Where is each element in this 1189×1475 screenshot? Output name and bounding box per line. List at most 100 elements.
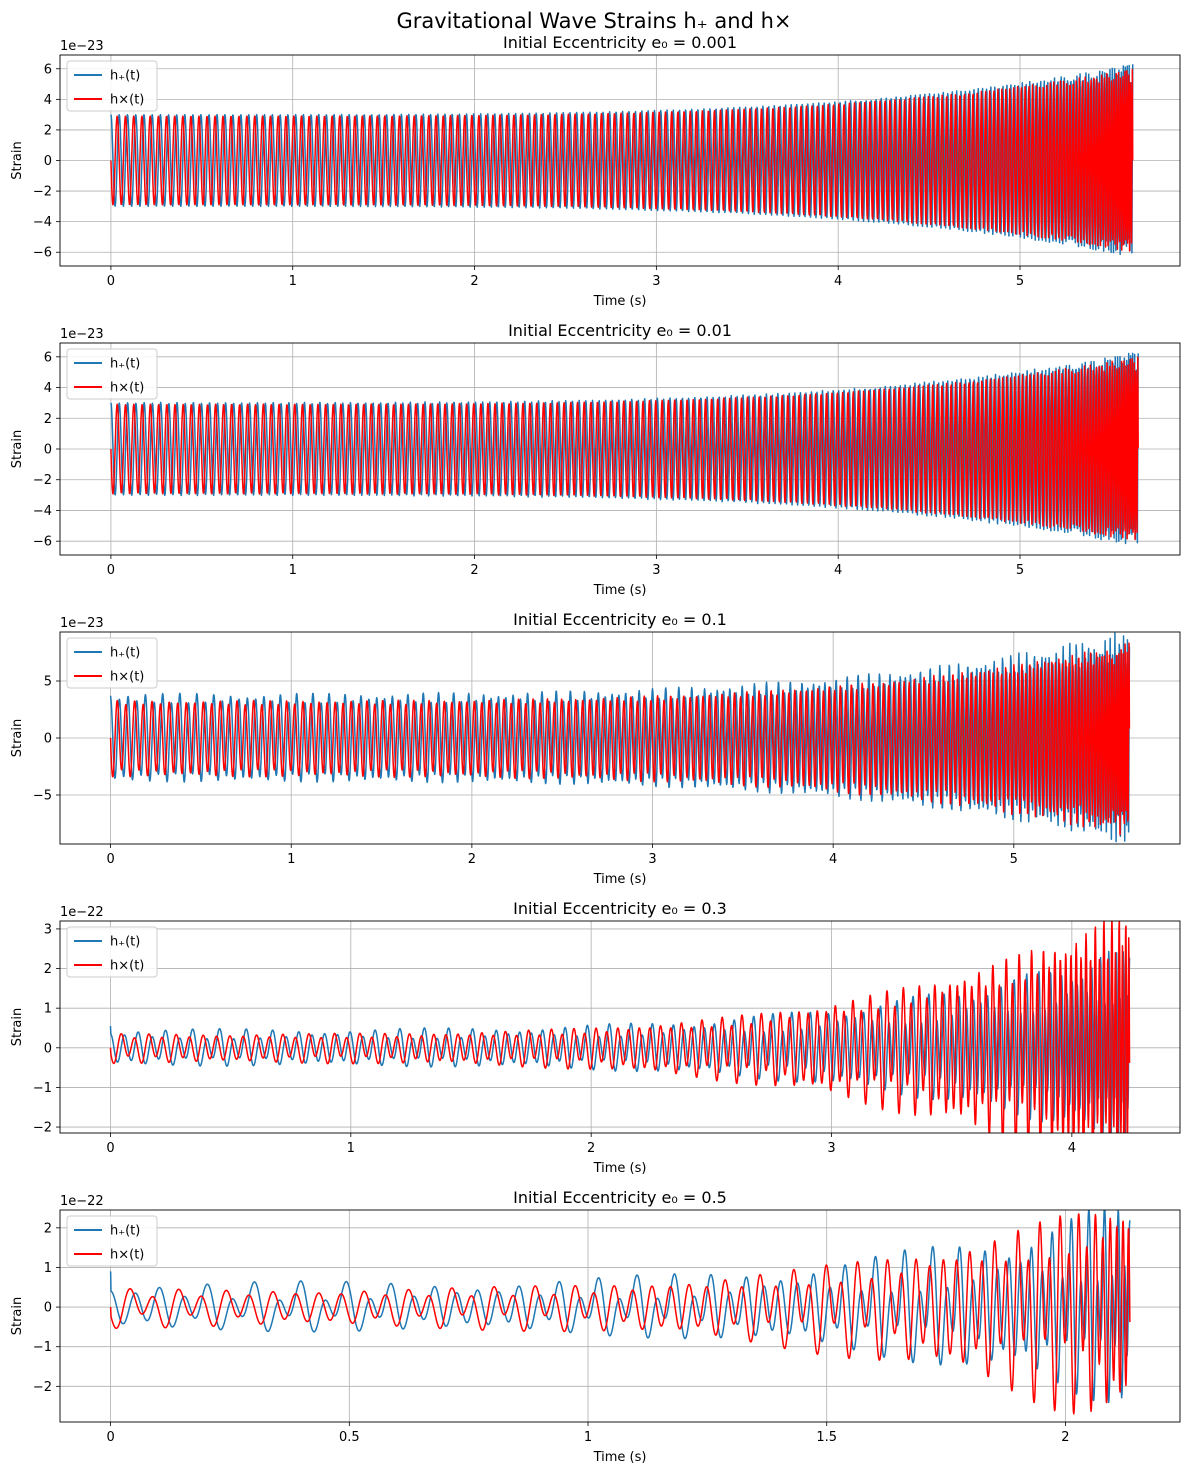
panel-2: 0 1 2 3 4 5 −6 −4 −2 0 2 4 6 1e−23 Initial Eccentricit… bbox=[10, 321, 1181, 598]
y-tick-label: −2 bbox=[33, 1121, 52, 1136]
y-tick-label: 6 bbox=[44, 62, 52, 77]
h-plus-line bbox=[109, 1210, 1131, 1404]
x-tick-label: 1 bbox=[287, 852, 295, 867]
legend-h-cross-label: h×(t) bbox=[110, 1248, 144, 1263]
y-tick-label: 0 bbox=[44, 154, 52, 169]
x-axis-label: Time (s) bbox=[593, 1161, 647, 1176]
legend-h-cross-label: h×(t) bbox=[110, 959, 144, 974]
y-axis-label: Strain bbox=[10, 430, 25, 469]
x-axis-label: Time (s) bbox=[593, 294, 647, 309]
panel-1: 0 1 2 3 4 5 −6 −4 −2 0 2 4 6 1e−23 Initial Eccentricit… bbox=[10, 33, 1181, 309]
panel-title: Initial Eccentricity e₀ = 0.01 bbox=[508, 321, 732, 340]
y-scale-offset: 1e−23 bbox=[60, 616, 104, 631]
x-tick-label: 3 bbox=[648, 852, 656, 867]
x-tick-label: 0 bbox=[107, 274, 115, 289]
legend: h₊(t) h×(t) bbox=[66, 60, 158, 112]
y-axis-label: Strain bbox=[10, 719, 25, 758]
y-tick-label: −5 bbox=[33, 788, 52, 803]
x-tick-label: 3 bbox=[652, 274, 660, 289]
x-tick-label: 0 bbox=[106, 852, 114, 867]
x-axis-label: Time (s) bbox=[593, 872, 647, 887]
x-tick-label: 1 bbox=[584, 1430, 592, 1445]
x-tick-label: 2 bbox=[470, 274, 478, 289]
legend: h₊(t) h×(t) bbox=[66, 348, 158, 400]
y-tick-label: 1 bbox=[44, 1002, 52, 1017]
legend-h-cross-label: h×(t) bbox=[110, 670, 144, 685]
y-tick-label: 1 bbox=[44, 1261, 52, 1276]
legend-h-plus-label: h₊(t) bbox=[110, 646, 140, 661]
x-tick-label: 3 bbox=[827, 1141, 835, 1156]
figure-title: Gravitational Wave Strains h₊ and h× bbox=[396, 9, 791, 33]
h-cross-line bbox=[110, 356, 1139, 541]
x-tick-label: 2 bbox=[587, 1141, 595, 1156]
x-tick-label: 0 bbox=[106, 1430, 114, 1445]
y-tick-label: −2 bbox=[33, 185, 52, 200]
legend-h-cross-label: h×(t) bbox=[110, 381, 144, 396]
y-tick-label: 2 bbox=[44, 123, 52, 138]
x-tick-label: 0.5 bbox=[339, 1430, 360, 1445]
legend-h-plus-label: h₊(t) bbox=[110, 935, 140, 950]
panel-title: Initial Eccentricity e₀ = 0.001 bbox=[503, 33, 737, 52]
panel-title: Initial Eccentricity e₀ = 0.1 bbox=[513, 610, 727, 629]
y-tick-label: 2 bbox=[44, 412, 52, 427]
x-axis-label: Time (s) bbox=[593, 583, 647, 598]
y-tick-label: 2 bbox=[44, 1221, 52, 1236]
y-tick-label: −6 bbox=[33, 535, 52, 550]
y-tick-label: 0 bbox=[44, 443, 52, 458]
y-tick-label: −1 bbox=[33, 1081, 52, 1096]
y-tick-label: 5 bbox=[44, 675, 52, 690]
h-cross-line bbox=[109, 921, 1131, 1133]
x-tick-label: 5 bbox=[1010, 852, 1018, 867]
h-cross-line bbox=[109, 1213, 1131, 1415]
y-scale-offset: 1e−23 bbox=[60, 327, 104, 342]
y-tick-label: −2 bbox=[33, 473, 52, 488]
y-tick-label: 2 bbox=[44, 962, 52, 977]
legend-h-plus-label: h₊(t) bbox=[110, 69, 140, 84]
x-tick-label: 1 bbox=[347, 1141, 355, 1156]
x-tick-label: 0 bbox=[107, 563, 115, 578]
legend: h₊(t) h×(t) bbox=[66, 1215, 158, 1267]
y-tick-label: 3 bbox=[44, 922, 52, 937]
x-tick-label: 4 bbox=[834, 563, 842, 578]
h-plus-line bbox=[109, 632, 1131, 843]
panel-title: Initial Eccentricity e₀ = 0.5 bbox=[513, 1188, 727, 1207]
y-scale-offset: 1e−22 bbox=[60, 905, 104, 920]
h-cross-line bbox=[109, 642, 1131, 836]
x-tick-label: 5 bbox=[1016, 274, 1024, 289]
y-scale-offset: 1e−23 bbox=[60, 39, 104, 54]
panel-3: 0 1 2 3 4 5 −5 0 5 1e−23 Initial Eccentricity e₀ =… bbox=[10, 610, 1181, 887]
h-cross-line bbox=[110, 68, 1134, 252]
panel-4: 0 1 2 3 4 −2 −1 0 1 2 3 1e−22 Initial Eccentricity e… bbox=[10, 899, 1181, 1176]
panel-title: Initial Eccentricity e₀ = 0.3 bbox=[513, 899, 727, 918]
y-axis-label: Strain bbox=[10, 1008, 25, 1047]
panel-5: 0 0.5 1 1.5 2 −2 −1 0 1 2 1e−22 Initial Eccentricit… bbox=[10, 1188, 1181, 1465]
y-tick-label: −4 bbox=[33, 215, 52, 230]
x-tick-label: 1 bbox=[289, 563, 297, 578]
y-tick-label: −6 bbox=[33, 246, 52, 261]
x-tick-label: 4 bbox=[829, 852, 837, 867]
x-tick-label: 1.5 bbox=[816, 1430, 837, 1445]
y-axis-label: Strain bbox=[10, 1297, 25, 1336]
x-tick-label: 4 bbox=[834, 274, 842, 289]
legend: h₊(t) h×(t) bbox=[66, 926, 158, 978]
x-tick-label: 5 bbox=[1016, 563, 1024, 578]
y-tick-label: −2 bbox=[33, 1380, 52, 1395]
legend: h₊(t) h×(t) bbox=[66, 637, 158, 689]
axes-frame bbox=[59, 920, 1181, 1134]
y-tick-label: 4 bbox=[44, 93, 52, 108]
x-tick-label: 1 bbox=[289, 274, 297, 289]
y-tick-label: 4 bbox=[44, 381, 52, 396]
y-tick-label: −1 bbox=[33, 1340, 52, 1355]
y-tick-label: 0 bbox=[44, 732, 52, 747]
y-axis-label: Strain bbox=[10, 141, 25, 180]
legend-h-cross-label: h×(t) bbox=[110, 93, 144, 108]
y-tick-label: 0 bbox=[44, 1301, 52, 1316]
axes-frame bbox=[59, 1209, 1181, 1423]
y-tick-label: 0 bbox=[44, 1041, 52, 1056]
legend-h-plus-label: h₊(t) bbox=[110, 357, 140, 372]
x-tick-label: 0 bbox=[106, 1141, 114, 1156]
y-tick-label: 6 bbox=[44, 350, 52, 365]
x-axis-label: Time (s) bbox=[593, 1450, 647, 1465]
y-tick-label: −4 bbox=[33, 504, 52, 519]
